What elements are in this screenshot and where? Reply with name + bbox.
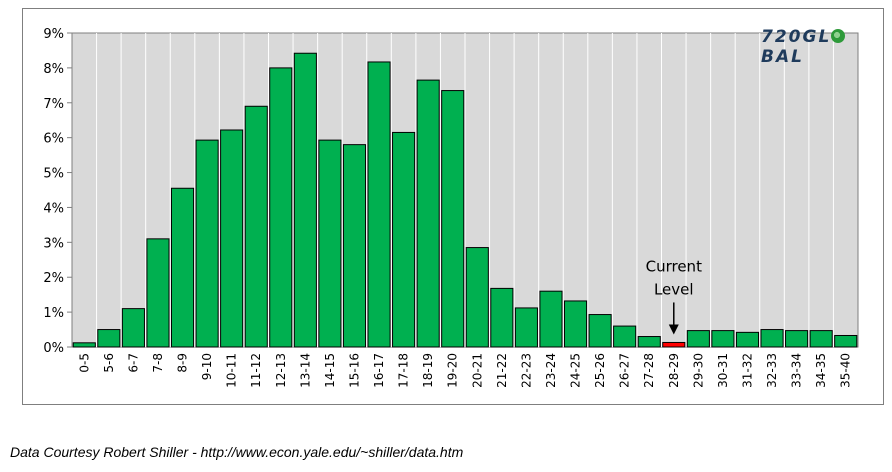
bar-26-27 (613, 325, 637, 348)
y-tick-label: 3% (43, 236, 64, 251)
x-tick-label: 34-35 (814, 353, 828, 388)
bars (72, 52, 858, 348)
y-tick-label: 0% (43, 341, 64, 356)
x-tick-label: 7-8 (151, 353, 165, 373)
bar-8-9 (170, 187, 195, 348)
y-tick-label: 9% (43, 27, 64, 42)
bar-5-6 (97, 329, 121, 348)
bar-19-20 (441, 90, 465, 348)
logo-text-start: 720GL (761, 27, 832, 47)
y-tick-label: 2% (43, 271, 64, 286)
x-tick-label: 12-13 (274, 353, 288, 388)
bar-22-23 (514, 307, 538, 348)
bar-18-19 (416, 79, 440, 348)
y-tick-label: 6% (43, 132, 64, 147)
bar-9-10 (195, 139, 219, 348)
current-level-annotation: Current Level (646, 257, 702, 335)
bar-12-13 (269, 67, 293, 348)
x-tick-label: 35-40 (839, 353, 853, 388)
annotation-line-2: Level (654, 280, 694, 298)
bar-16-17 (367, 61, 391, 348)
y-tick-label: 5% (43, 167, 64, 182)
brand-logo: 720GLBAL (761, 27, 883, 67)
x-tick-label: 5-6 (102, 353, 116, 373)
x-tick-label: 31-32 (740, 353, 754, 388)
bar-15-16 (342, 144, 367, 348)
x-tick-label: 29-30 (691, 353, 705, 388)
bar-current-level (662, 341, 686, 348)
logo-text-end: BAL (761, 47, 804, 67)
x-tick-label: 10-11 (225, 353, 239, 388)
bar-24-25 (563, 300, 588, 348)
bar-29-30 (686, 330, 710, 348)
bar-10-11 (220, 129, 244, 348)
x-tick-label: 17-18 (397, 353, 411, 388)
bar-33-34 (785, 330, 809, 348)
bar-0-5 (72, 342, 96, 348)
bar-34-35 (809, 330, 833, 348)
x-tick-label: 23-24 (544, 353, 558, 388)
x-tick-label: 24-25 (569, 353, 583, 388)
bar-30-31 (711, 330, 735, 348)
bar-11-12 (244, 105, 268, 348)
bar-13-14 (293, 52, 317, 348)
bar-35-40 (834, 334, 858, 348)
x-tick-label: 28-29 (667, 353, 681, 388)
bar-31-32 (735, 331, 760, 348)
bar-6-7 (121, 308, 145, 348)
x-tick-label: 19-20 (446, 353, 460, 388)
x-tick-label: 20-21 (470, 353, 484, 388)
x-tick-label: 6-7 (126, 353, 140, 373)
x-tick-label: 0-5 (77, 353, 91, 373)
annotation-arrowhead (668, 324, 679, 335)
annotation-line-1: Current (646, 257, 702, 275)
x-tick-label: 13-14 (298, 353, 312, 388)
x-tick-label: 15-16 (347, 353, 361, 388)
x-tick-label: 8-9 (176, 353, 190, 373)
bar-chart: 0% 1% 2% 3% 4% 5% 6% 7% 8% 9% 0-5 5-6 6-7 7-8 8-9 9-10… (43, 27, 859, 388)
y-tick-label: 4% (43, 201, 64, 216)
bar-25-26 (588, 314, 612, 348)
x-tick-label: 22-23 (519, 353, 533, 388)
x-tick-label: 11-12 (249, 353, 263, 388)
bar-20-21 (465, 247, 489, 348)
bar-7-8 (146, 238, 170, 348)
bar-21-22 (490, 287, 514, 348)
x-tick-label: 16-17 (372, 353, 386, 388)
x-tick-label: 21-22 (495, 353, 509, 388)
globe-icon (831, 29, 846, 43)
x-axis-ticks: 0-5 5-6 6-7 7-8 8-9 9-10 10-11 11-12 12-13 13-14 1… (77, 353, 852, 388)
chart-frame: 0% 1% 2% 3% 4% 5% 6% 7% 8% 9% 0-5 5-6 6-7 7-8 8-9 9-10… (22, 8, 884, 405)
x-tick-label: 25-26 (593, 353, 607, 388)
y-axis-ticks: 0% 1% 2% 3% 4% 5% 6% 7% 8% 9% (43, 27, 72, 356)
data-source-footnote: Data Courtesy Robert Shiller - http://ww… (10, 444, 464, 460)
bar-27-28 (637, 336, 661, 348)
x-tick-label: 14-15 (323, 353, 337, 388)
bar-17-18 (392, 131, 416, 348)
x-tick-label: 26-27 (618, 353, 632, 388)
y-tick-label: 1% (43, 306, 64, 321)
y-tick-label: 8% (43, 62, 64, 77)
x-tick-label: 33-34 (790, 353, 804, 388)
bar-23-24 (539, 290, 563, 348)
bar-32-33 (760, 329, 784, 348)
y-tick-label: 7% (43, 97, 64, 112)
gridlines (96, 33, 834, 347)
bar-14-15 (318, 139, 342, 348)
x-tick-label: 32-33 (765, 353, 779, 388)
x-tick-label: 9-10 (200, 353, 214, 380)
x-tick-label: 18-19 (421, 353, 435, 388)
x-tick-label: 30-31 (716, 353, 730, 388)
x-tick-label: 27-28 (642, 353, 656, 388)
